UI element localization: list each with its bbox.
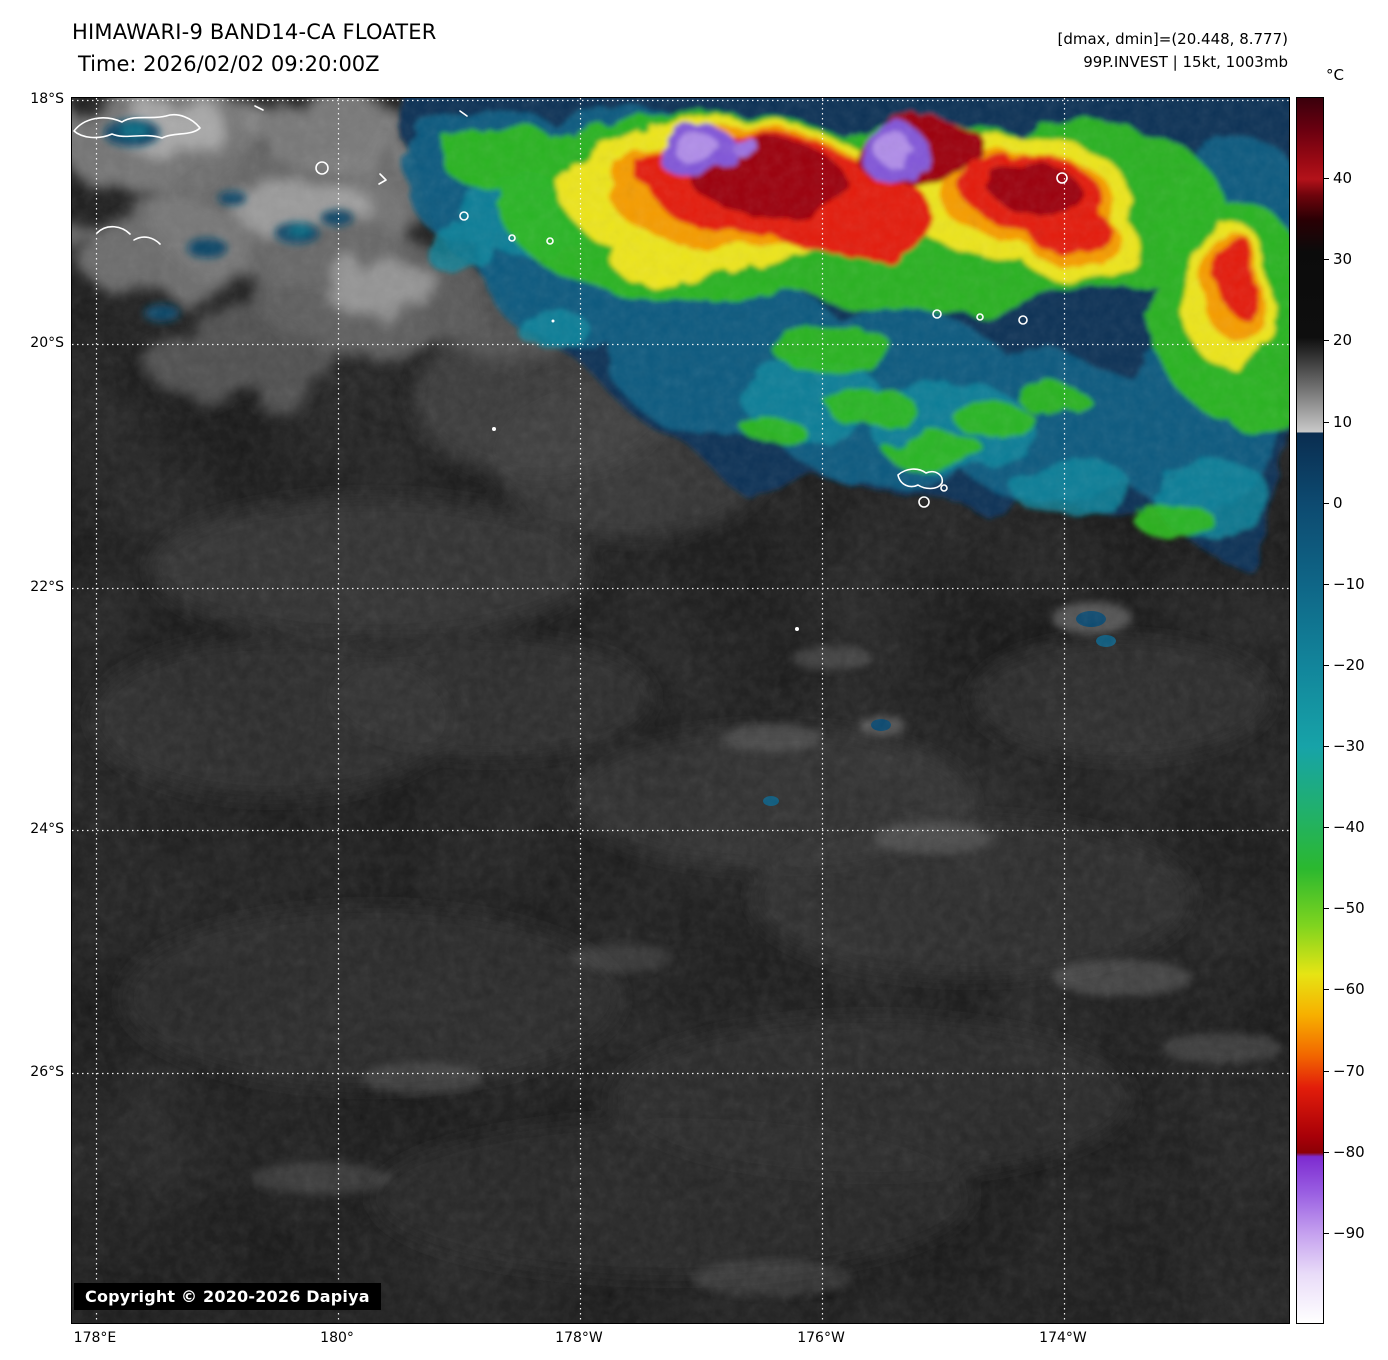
colorbar-tick-mark <box>1324 827 1329 829</box>
graticule-grid-layer <box>72 98 1289 1323</box>
latitude-tick-label: 26°S <box>30 1063 64 1080</box>
longitude-tick-label: 174°W <box>1039 1330 1087 1346</box>
colorbar-tick-label: −40 <box>1333 818 1365 837</box>
longitude-tick-label: 176°W <box>797 1330 845 1346</box>
copyright-badge: Copyright © 2020-2026 Dapiya <box>74 1283 381 1310</box>
longitude-tick-label: 178°W <box>555 1330 603 1346</box>
colorbar-tick-mark <box>1324 1232 1329 1234</box>
colorbar-tick-mark <box>1324 340 1329 342</box>
colorbar-unit-label: °C <box>1326 66 1344 84</box>
colorbar-tick-label: −80 <box>1333 1142 1365 1161</box>
colorbar-tick-label: 0 <box>1333 493 1343 512</box>
latitude-tick-label: 22°S <box>30 579 64 595</box>
latitude-tick-label: 20°S <box>30 334 64 351</box>
satellite-image-svg <box>72 98 1289 1323</box>
colorbar-tick-mark <box>1324 746 1329 747</box>
colorbar-tick-mark <box>1324 1151 1329 1153</box>
colorbar-tick-mark <box>1324 664 1329 666</box>
colorbar-tick-mark <box>1324 908 1329 910</box>
timestamp-label: Time: 2026/02/02 09:20:00Z <box>78 52 380 76</box>
satellite-image-panel: Copyright © 2020-2026 Dapiya <box>71 97 1290 1324</box>
colorbar-tick-label: 30 <box>1333 250 1353 269</box>
dmax-dmin-label: [dmax, dmin]=(20.448, 8.777) <box>1057 30 1289 48</box>
colorbar-tick-label: 40 <box>1333 169 1353 188</box>
colorbar-tick-label: −90 <box>1333 1223 1365 1242</box>
longitude-tick-label: 178°E <box>73 1330 117 1346</box>
colorbar-tick-mark <box>1324 178 1329 180</box>
colorbar-tick-mark <box>1324 421 1329 423</box>
temperature-colorbar <box>1296 97 1324 1324</box>
colorbar-tick-label: −50 <box>1333 899 1365 918</box>
colorbar-tick-label: 20 <box>1333 331 1353 350</box>
storm-info-label: 99P.INVEST | 15kt, 1003mb <box>1083 53 1288 71</box>
colorbar-tick-mark <box>1324 583 1329 585</box>
colorbar-tick-mark <box>1324 502 1329 504</box>
longitude-tick-label: 180° <box>320 1330 354 1346</box>
colorbar-tick-label: −20 <box>1333 655 1365 674</box>
colorbar-tick-label: −10 <box>1333 574 1365 593</box>
colorbar-tick-mark <box>1324 1070 1329 1072</box>
colorbar-tick-mark <box>1324 989 1329 991</box>
tiny-cloud-dots <box>492 319 799 631</box>
colorbar-tick-label: −30 <box>1333 737 1365 755</box>
latitude-tick-label: 18°S <box>30 90 64 107</box>
colorbar-tick-label: 10 <box>1333 412 1353 431</box>
colorbar-tick-mark <box>1324 259 1329 261</box>
colorbar-tick-label: −60 <box>1333 980 1365 999</box>
colorbar-tick-label: −70 <box>1333 1061 1365 1080</box>
latitude-tick-label: 24°S <box>30 821 64 838</box>
page-title: HIMAWARI-9 BAND14-CA FLOATER <box>72 20 437 44</box>
coastline-layer <box>73 105 1068 508</box>
